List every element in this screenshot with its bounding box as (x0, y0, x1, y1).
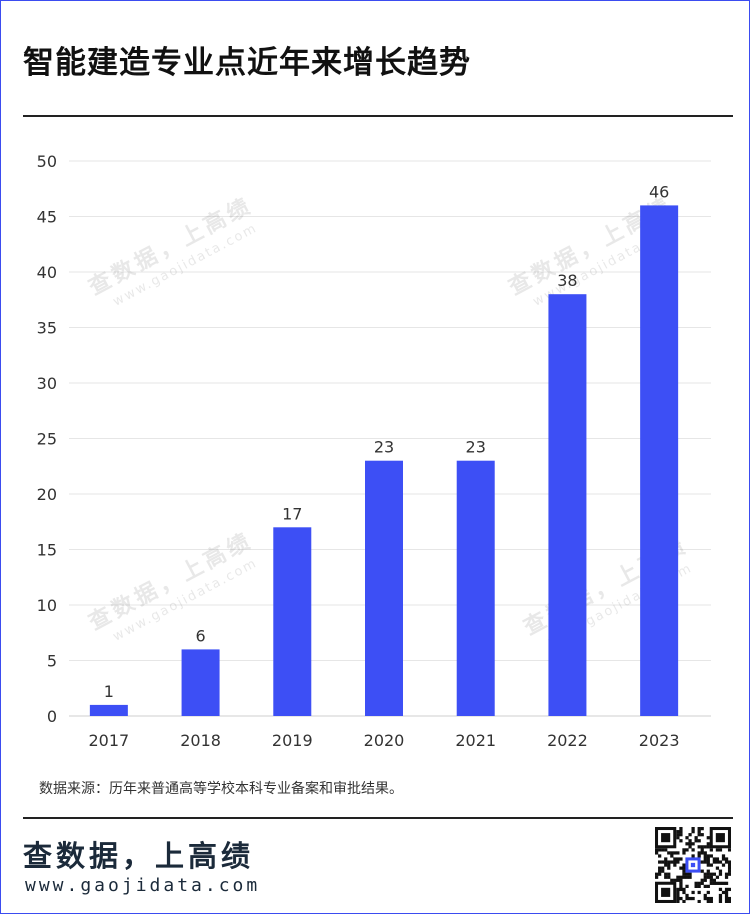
y-tick-label: 40 (37, 263, 57, 282)
x-tick-label: 2021 (455, 731, 496, 750)
y-tick-label: 30 (37, 374, 57, 393)
y-tick-label: 35 (37, 319, 57, 338)
y-tick-label: 45 (37, 208, 57, 227)
y-tick-label: 50 (37, 152, 57, 171)
data-label: 6 (195, 626, 205, 645)
qr-code-icon (655, 827, 731, 903)
x-tick-label: 2022 (547, 731, 588, 750)
bar-chart: 0 5 10 15 20 25 30 35 40 45 50 查数据，上高绩www.gaojidata… (37, 152, 711, 750)
x-tick-label: 2023 (639, 731, 680, 750)
source-note: 数据来源：历年来普通高等学校本科专业备案和审批结果。 (39, 781, 403, 797)
bar-2019 (273, 527, 312, 716)
bar-2018 (181, 649, 220, 716)
bar-2022 (548, 294, 587, 716)
y-tick-label: 15 (37, 541, 57, 560)
title-divider (23, 115, 733, 117)
x-tick-label: 2017 (88, 731, 129, 750)
y-tick-label: 20 (37, 485, 57, 504)
x-tick-label: 2019 (272, 731, 313, 750)
y-tick-label: 5 (47, 652, 57, 671)
data-label: 17 (282, 504, 302, 523)
y-tick-label: 10 (37, 596, 57, 615)
brand-name: 查数据，上高绩 (23, 839, 255, 873)
data-label: 23 (466, 438, 486, 457)
data-label: 1 (104, 682, 114, 701)
data-label: 46 (649, 182, 669, 201)
x-tick-label: 2018 (180, 731, 221, 750)
y-tick-label: 0 (47, 707, 57, 726)
brand-url: www.gaojidata.com (25, 875, 261, 896)
data-label: 38 (557, 271, 577, 290)
data-label: 23 (374, 438, 394, 457)
bar-2021 (456, 460, 495, 716)
x-tick-label: 2020 (364, 731, 405, 750)
y-tick-label: 25 (37, 430, 57, 449)
bar-2020 (365, 460, 403, 716)
bar-2023 (640, 205, 679, 716)
bar-2017 (89, 704, 128, 716)
page-title: 智能建造专业点近年来增长趋势 (23, 45, 471, 81)
footer-divider (23, 817, 733, 819)
